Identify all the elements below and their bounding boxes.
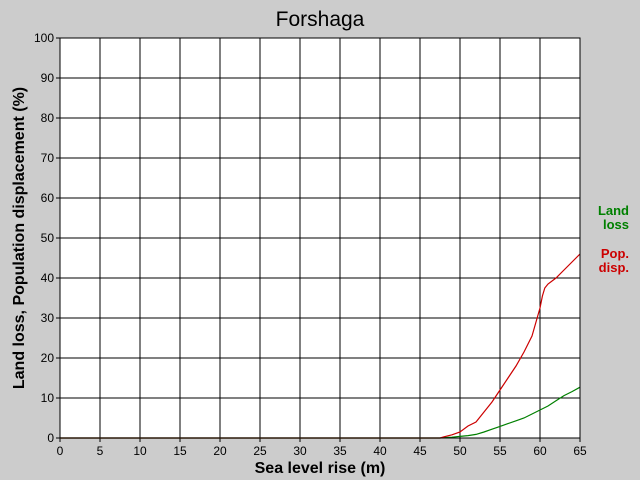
x-tick-label: 50	[453, 444, 467, 458]
y-tick-label: 90	[41, 71, 55, 85]
y-tick-label: 60	[41, 191, 55, 205]
y-tick-labels: 0 10 20 30 40 50 60 70 80 90 100	[34, 31, 54, 445]
y-tick-label: 0	[47, 431, 54, 445]
legend-pop-disp-line1: Pop.	[601, 246, 629, 261]
land-loss-line	[60, 386, 581, 439]
y-axis-label: Land loss, Population displacement (%)	[11, 87, 28, 389]
x-tick-labels: 0 5 10 15 20 25 30 35 40 45 50 55 60 65	[57, 444, 587, 458]
x-tick-label: 30	[293, 444, 307, 458]
y-tick-label: 20	[41, 351, 55, 365]
x-tick-label: 15	[173, 444, 187, 458]
x-tick-label: 0	[57, 444, 64, 458]
x-tick-label: 35	[333, 444, 347, 458]
x-tick-label: 10	[133, 444, 147, 458]
x-axis-label: Sea level rise (m)	[255, 460, 386, 477]
x-tick-label: 20	[213, 444, 227, 458]
series-lines	[60, 253, 581, 439]
x-tick-label: 5	[97, 444, 104, 458]
x-tick-label: 25	[253, 444, 267, 458]
y-tick-label: 50	[41, 231, 55, 245]
pop-disp-line	[60, 253, 581, 439]
legend-land-loss-line2: loss	[603, 217, 629, 232]
legend-pop-disp-line2: disp.	[599, 260, 629, 275]
y-tick-label: 30	[41, 311, 55, 325]
y-tick-label: 40	[41, 271, 55, 285]
x-tick-label: 55	[493, 444, 507, 458]
y-tick-label: 80	[41, 111, 55, 125]
chart-title: Forshaga	[276, 8, 365, 31]
y-tick-label: 100	[34, 31, 54, 45]
x-tick-label: 45	[413, 444, 427, 458]
x-tick-label: 40	[373, 444, 387, 458]
legend-land-loss-line1: Land	[598, 203, 629, 218]
x-tick-label: 65	[573, 444, 587, 458]
x-tick-label: 60	[533, 444, 547, 458]
legend: Land loss Pop. disp.	[598, 203, 629, 275]
y-tick-label: 10	[41, 391, 55, 405]
grid	[56, 37, 581, 442]
plot-frame	[59, 37, 581, 439]
y-tick-label: 70	[41, 151, 55, 165]
